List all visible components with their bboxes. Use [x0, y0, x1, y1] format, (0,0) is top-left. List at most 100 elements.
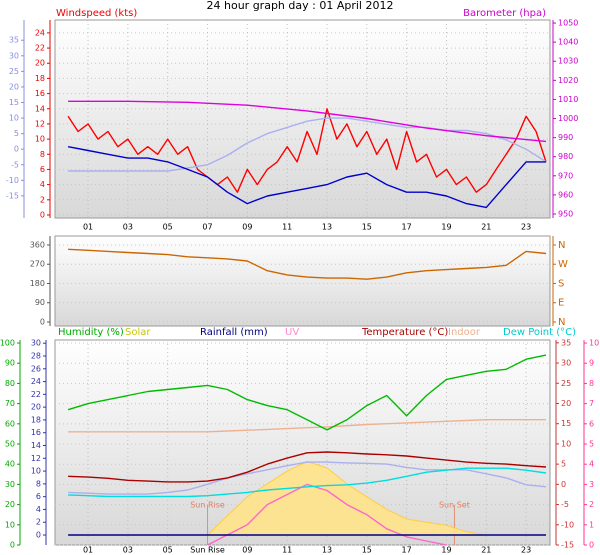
y-tick-label: 22	[35, 44, 45, 53]
y-tick-label: 6	[36, 492, 41, 501]
plot-area	[54, 19, 551, 219]
y-tick-label: 22	[31, 390, 41, 399]
x-tick-label: 05	[163, 546, 173, 555]
y-tick-label: 0	[36, 531, 41, 540]
series-label: Humidity (%)	[58, 327, 124, 338]
series-label: UV	[285, 327, 299, 338]
series-label: Dew Point (°C)	[503, 327, 576, 338]
x-tick-label: 09	[242, 546, 252, 555]
y-tick-label: 12	[31, 454, 41, 463]
y-tick-label: 0	[40, 317, 45, 326]
series-label: Indoor	[448, 327, 481, 338]
y-tick-label: 10	[589, 339, 599, 348]
y-tick-label: 950	[558, 209, 573, 218]
series-line	[207, 483, 447, 545]
y-tick-label: 4	[36, 505, 41, 514]
y-tick-label: -5	[561, 500, 569, 509]
y-tick-label: -15	[561, 541, 574, 550]
y-tick-label: 16	[35, 89, 45, 98]
series-group	[67, 354, 547, 545]
y-tick-label: 10	[5, 520, 15, 529]
y-tick-label: 20	[9, 82, 19, 91]
series-line	[67, 108, 547, 193]
y-tick-label: -5	[11, 160, 19, 169]
y-tick-label: 7	[589, 399, 594, 408]
series-label: Solar	[125, 327, 151, 338]
x-tick-label: 15	[362, 223, 372, 232]
x-tick-label: 17	[402, 223, 412, 232]
y-tick-label: 5	[589, 440, 594, 449]
y-tick-label: 1040	[558, 38, 578, 47]
y-tick-label: 50	[5, 440, 15, 449]
y-tick-label: 1050	[558, 19, 578, 28]
x-tick-label: 15	[362, 546, 372, 555]
x-tick-label: 01	[83, 546, 93, 555]
series-line	[67, 354, 547, 431]
x-tick-label: 07	[202, 223, 212, 232]
y-tick-label: 6	[40, 165, 45, 174]
y-tick-label: 15	[561, 419, 571, 428]
y-tick-label: N	[558, 240, 565, 251]
y-tick-label: 360	[30, 240, 45, 249]
y-tick-label: 35	[561, 338, 571, 347]
series-line	[68, 419, 546, 433]
y-tick-label: -15	[6, 191, 19, 200]
y-tick-label: 3	[589, 480, 594, 489]
y-tick-label: 15	[9, 98, 19, 107]
y-tick-label: 18	[31, 415, 41, 424]
y-tick-label: 30	[5, 480, 15, 489]
y-tick-label: 30	[9, 51, 19, 60]
series-line	[207, 461, 487, 536]
y-tick-label: 960	[558, 190, 573, 199]
y-tick-label: 20	[31, 403, 41, 412]
y-tick-label: 8	[40, 150, 45, 159]
y-tick-label: W	[558, 259, 568, 270]
y-tick-label: 0	[561, 480, 566, 489]
y-tick-label: 4	[589, 460, 594, 469]
y-tick-label: 0	[589, 541, 594, 550]
y-tick-label: 980	[558, 152, 573, 161]
y-tick-label: 20	[561, 399, 571, 408]
y-tick-label: N	[558, 317, 565, 328]
plot-area	[54, 235, 551, 327]
y-tick-label: 1000	[558, 114, 578, 123]
y-tick-label: 1010	[558, 95, 578, 104]
x-tick-label: 05	[163, 223, 173, 232]
y-tick-label: 9	[589, 359, 594, 368]
x-tick-label: 09	[242, 223, 252, 232]
y-tick-label: 10	[561, 439, 571, 448]
y-tick-label: 0	[14, 145, 19, 154]
y-tick-label: 0	[40, 210, 45, 219]
y-tick-label: 6	[589, 419, 594, 428]
y-tick-label: 2	[589, 500, 594, 509]
y-tick-label: 25	[561, 379, 571, 388]
y-tick-label: 14	[35, 104, 45, 113]
y-tick-label: 8	[36, 479, 41, 488]
y-tick-label: 1	[589, 520, 594, 529]
y-tick-label: 270	[30, 260, 45, 269]
x-tick-label: 01	[83, 223, 93, 232]
series-line	[68, 461, 547, 495]
series-line	[68, 248, 547, 280]
y-tick-label: 990	[558, 133, 573, 142]
y-tick-label: 24	[31, 377, 41, 386]
series-label: Barometer (hpa)	[463, 8, 546, 19]
y-tick-label: -10	[6, 176, 19, 185]
annotation: Sun Rise	[190, 501, 225, 510]
series-line	[68, 117, 547, 172]
y-tick-label: 24	[35, 28, 45, 37]
y-tick-label: 5	[561, 460, 566, 469]
y-tick-label: 25	[9, 67, 19, 76]
y-tick-label: 16	[31, 428, 41, 437]
y-tick-label: 20	[5, 500, 15, 509]
y-tick-label: S	[558, 278, 564, 289]
series-label: Rainfall (mm)	[200, 327, 268, 338]
y-tick-label: 4	[40, 180, 45, 189]
y-tick-label: 0	[10, 541, 15, 550]
x-tick-label: 19	[441, 223, 451, 232]
x-tick-label: 21	[481, 546, 491, 555]
x-tick-label: 23	[521, 546, 531, 555]
series-label: Windspeed (kts)	[56, 8, 137, 19]
y-tick-label: 35	[9, 36, 19, 45]
